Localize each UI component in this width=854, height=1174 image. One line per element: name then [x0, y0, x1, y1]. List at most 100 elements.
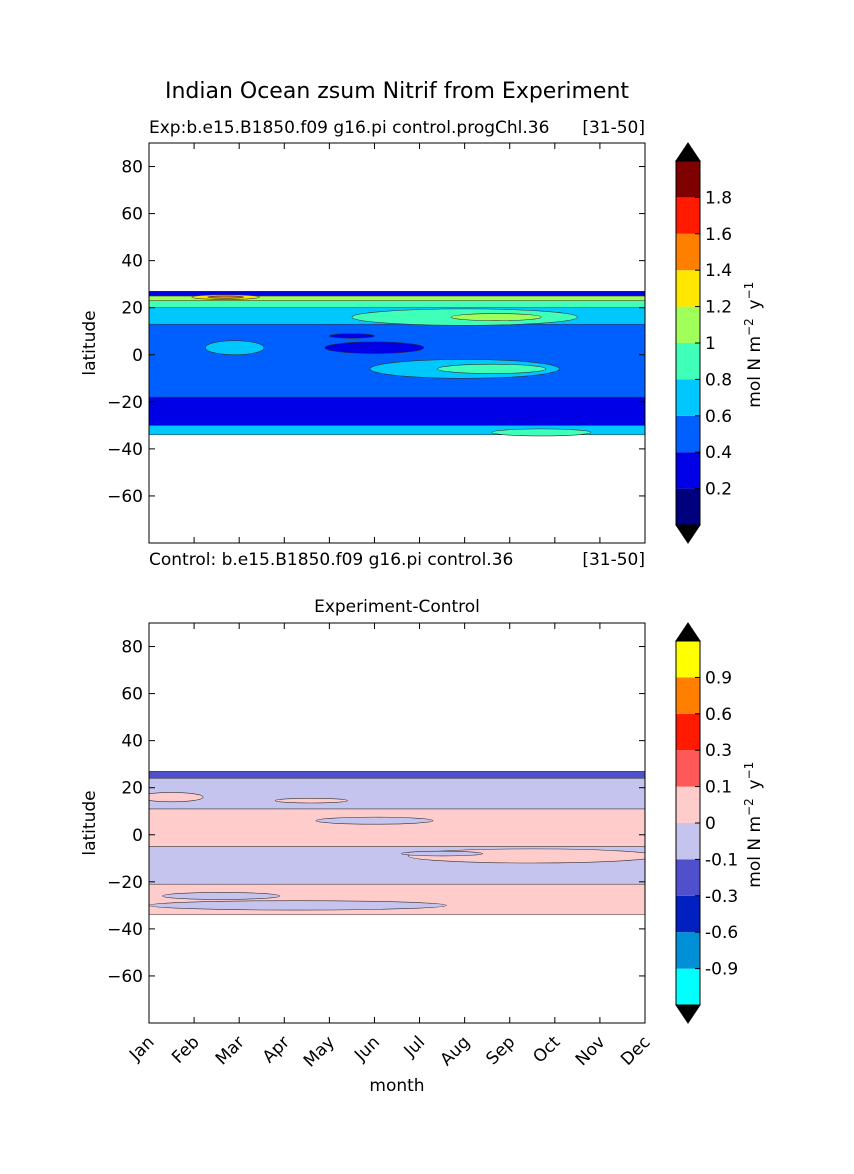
colorbar-tick-label: 1.2	[705, 298, 732, 318]
contour-region	[149, 792, 204, 803]
plot-area	[149, 770, 645, 916]
colorbar-tick-label: 1.6	[705, 225, 732, 245]
y-tick-label: 80	[121, 158, 143, 178]
colorbar-tick-label: 1	[705, 334, 716, 354]
colorbar-extend-under	[675, 524, 701, 544]
colorbar-segment	[676, 233, 700, 271]
x-tick-label: Nov	[572, 1032, 610, 1070]
bottom-title: Experiment-Control	[314, 597, 480, 617]
colorbar-tick-label: 0.6	[705, 407, 732, 427]
colorbar-segment	[676, 452, 700, 489]
x-tick-label: Feb	[168, 1032, 203, 1067]
axes-frame	[148, 142, 646, 544]
axes-frame	[148, 622, 646, 1024]
colorbar-segment	[676, 786, 700, 823]
figure-suptitle: Indian Ocean zsum Nitrif from Experiment	[165, 79, 629, 104]
contour-region	[450, 313, 542, 321]
y-tick-label: 20	[121, 299, 143, 319]
colorbar-segment	[676, 641, 700, 678]
contour-band	[149, 300, 645, 308]
colorbar-tick-label: 0.4	[705, 443, 732, 463]
x-tick-label: Jan	[125, 1032, 158, 1065]
colorbar-segment	[676, 306, 700, 343]
contour-band	[149, 808, 645, 847]
y-tick-label: 60	[121, 685, 143, 705]
x-tick-label: Mar	[212, 1032, 249, 1069]
top-caption-left: Control: b.e15.B1850.f09 g16.pi control.…	[149, 550, 513, 570]
colorbar-segment	[676, 270, 700, 307]
colorbar-segment	[676, 488, 700, 525]
x-tick-label: Jul	[400, 1032, 429, 1061]
y-axis-label: latitude	[80, 310, 100, 375]
colorbar-tick-label: -0.3	[705, 887, 738, 907]
y-tick-label: −20	[107, 873, 143, 893]
top-subtitle-right: [31-50]	[582, 118, 645, 138]
colorbar-tick-label: 0.2	[705, 480, 732, 500]
y-tick-label: −40	[107, 440, 143, 460]
colorbar-segment	[676, 415, 700, 453]
y-tick-label: 80	[121, 638, 143, 658]
y-tick-label: 0	[132, 826, 143, 846]
colorbar-segment	[676, 379, 700, 416]
y-tick-label: 60	[121, 205, 143, 225]
colorbar-label: mol N m−2 y−1	[742, 758, 765, 887]
colorbar-tick-label: 0.6	[705, 705, 732, 725]
colorbar-tick-label: 0.1	[705, 778, 732, 798]
colorbar-segment	[676, 713, 700, 751]
contour-region	[205, 340, 265, 356]
contour-region	[437, 363, 547, 374]
colorbar-segment	[676, 968, 700, 1005]
contour-band	[149, 778, 645, 810]
colorbar-tick-label: 0.3	[705, 741, 732, 761]
y-tick-label: −60	[107, 487, 143, 507]
colorbar-tick-label: -0.6	[705, 923, 738, 943]
x-tick-label: Apr	[259, 1032, 294, 1067]
contour-band	[149, 396, 645, 426]
colorbar-segment	[676, 859, 700, 896]
colorbar-tick-label: 0.9	[705, 668, 732, 688]
y-axis-label: latitude	[80, 790, 100, 855]
contour-region	[162, 892, 281, 900]
colorbar-segment	[676, 750, 700, 787]
contour-region	[149, 900, 447, 911]
x-tick-label: Aug	[437, 1032, 475, 1070]
x-tick-label: Oct	[529, 1032, 564, 1067]
colorbar: 0.2 0.4 0.6 0.8 1 1.2 1.4 1.6 1.8 mol N m−2 y−1	[675, 142, 765, 544]
y-tick-label: −20	[107, 393, 143, 413]
colorbar-segment	[676, 932, 700, 969]
contour-band	[149, 290, 645, 297]
y-tick-label: −60	[107, 967, 143, 987]
y-tick-label: 40	[121, 732, 143, 752]
colorbar-segment	[676, 895, 700, 933]
contour-band	[149, 770, 645, 779]
contour-region	[329, 333, 375, 339]
colorbar-tick-label: 0	[705, 814, 716, 834]
colorbar-segment	[676, 677, 700, 714]
top-subtitle-left: Exp:b.e15.B1850.f09 g16.pi control.progC…	[149, 118, 549, 138]
colorbar: -0.9 -0.6 -0.3 -0.1 0 0.1 0.3 0.6 0.9 mol N m−2 y…	[675, 622, 765, 1024]
colorbar-tick-label: 1.4	[705, 261, 732, 281]
contour-region	[491, 428, 592, 437]
y-tick-label: 40	[121, 252, 143, 272]
contour-region	[274, 797, 348, 804]
colorbar-tick-label: -0.9	[705, 960, 738, 980]
colorbar-tick-label: 0.8	[705, 370, 732, 390]
colorbar-extend-under	[675, 1004, 701, 1024]
colorbar-tick-label: -0.1	[705, 850, 738, 870]
contour-region	[315, 816, 434, 825]
panel-experiment: 80 60 40 20 0 −20 −40 −60 latitude 0.2 0.4 0.6 0.8 1 1…	[80, 142, 765, 544]
top-caption-right: [31-50]	[582, 550, 645, 570]
x-tick-label: Sep	[482, 1032, 519, 1069]
contour-region	[207, 295, 244, 299]
colorbar-segment	[676, 343, 700, 380]
panel-difference: 80 60 40 20 0 −20 −40 −60 Jan Feb Mar Apr May Jun Jul A…	[80, 622, 765, 1071]
colorbar-label: mol N m−2 y−1	[742, 278, 765, 407]
y-tick-label: 20	[121, 779, 143, 799]
colorbar-extend-over	[675, 622, 701, 642]
contour-region	[324, 341, 425, 354]
x-tick-label: May	[300, 1032, 339, 1071]
plot-area	[149, 290, 645, 437]
contour-band	[149, 323, 645, 398]
colorbar-segment	[676, 161, 700, 198]
